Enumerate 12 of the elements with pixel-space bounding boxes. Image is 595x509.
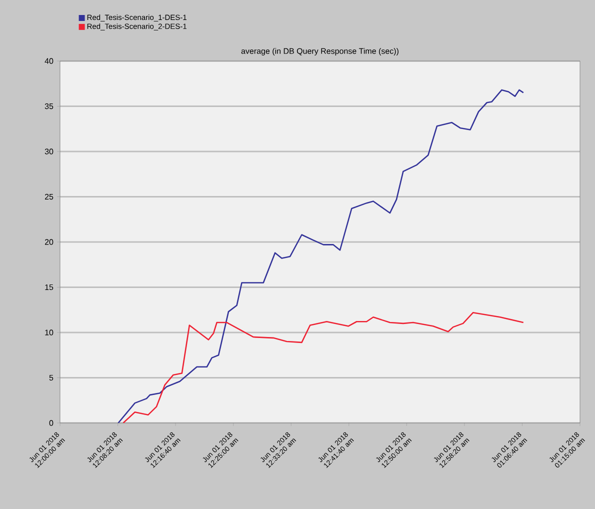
y-tick-label: 0 [49, 420, 54, 426]
chart-title: average (in DB Query Response Time (sec)) [241, 48, 398, 56]
y-tick-label: 15 [45, 284, 54, 290]
y-tick-label: 5 [49, 374, 54, 381]
y-tick-label: 35 [44, 103, 54, 110]
line-series [118, 89, 524, 423]
line-series [122, 312, 524, 423]
y-tick-label: 10 [45, 330, 54, 336]
y-tick-label: 30 [44, 148, 54, 154]
y-tick-label: 40 [44, 58, 54, 64]
y-tick-label: 20 [44, 239, 54, 245]
y-tick-label: 25 [44, 194, 54, 200]
